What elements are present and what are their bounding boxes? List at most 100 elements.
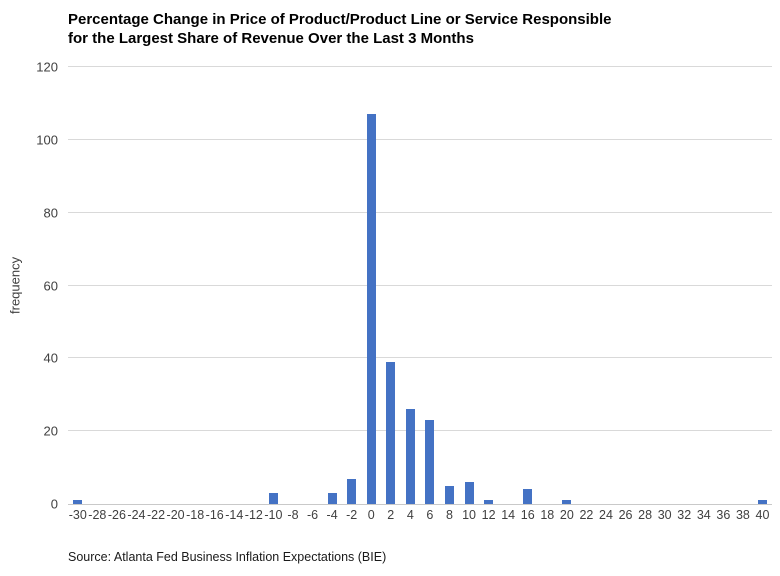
bar-slot [498,67,518,504]
gridline [68,66,772,67]
y-tick-label: 40 [43,350,58,366]
bar-slot [127,67,147,504]
bar-slot [88,67,108,504]
bar-slot [420,67,440,504]
bar [444,485,454,504]
x-tick-label: 24 [599,508,613,522]
bar-slot [459,67,479,504]
bar-slot [107,67,127,504]
y-axis-ticks: 0 20 40 60 80 100 120 [0,61,58,511]
bar-slot [401,67,421,504]
gridline [68,284,772,286]
x-tick-label: -16 [205,508,224,522]
bar-slot [753,67,773,504]
x-tick-label: 38 [735,508,750,522]
bar-slot [518,67,538,504]
bar-slot [146,67,166,504]
bar-slot [303,67,323,504]
x-tick-label: 8 [445,508,453,522]
x-tick-label: -18 [186,508,205,522]
x-tick-label: -8 [287,508,299,522]
bar-slot [225,67,245,504]
x-tick-label: 4 [406,508,414,522]
bar [425,420,435,504]
bar-slot [714,67,734,504]
x-tick-label: 28 [638,508,653,522]
x-tick-label: -22 [146,508,166,522]
gridline [68,211,772,213]
y-tick-label: 100 [36,132,58,148]
x-tick-label: -20 [166,508,185,522]
y-tick-label: 120 [36,59,58,75]
bar-slot [596,67,616,504]
x-tick-label: 12 [481,508,496,522]
x-tick-label: 0 [367,508,375,522]
y-tick-label: 20 [43,423,58,439]
bar [562,500,572,504]
x-tick-label: 26 [618,508,633,522]
bars-row [68,67,772,504]
bar-slot [440,67,460,504]
x-tick-label: -10 [264,508,283,522]
x-tick-label: -30 [68,508,87,522]
bar-slot [733,67,753,504]
x-tick-label: 34 [696,508,711,522]
bar-slot [244,67,264,504]
x-tick-label: -28 [88,508,107,522]
x-tick-label: -4 [326,508,338,522]
bar-slot [557,67,577,504]
x-tick-label: 32 [677,508,692,522]
bar-slot [381,67,401,504]
gridline [68,357,772,359]
plot-area [68,66,772,505]
bar-slot [577,67,597,504]
bar-slot [538,67,558,504]
y-tick-label: 80 [43,205,58,221]
x-tick-label: -12 [244,508,263,522]
bar-slot [322,67,342,504]
chart-title-line-2: for the Largest Share of Revenue Over th… [68,30,474,47]
x-tick-label: 36 [716,508,731,522]
bar-slot [361,67,381,504]
chart-title-line-1: Percentage Change in Price of Product/Pr… [68,11,612,28]
bar-slot [342,67,362,504]
bar [757,500,767,504]
x-tick-label: -6 [306,508,319,522]
bar-slot [185,67,205,504]
bar-slot [655,67,675,504]
x-tick-label: 18 [540,508,555,522]
bar-slot [283,67,303,504]
x-tick-label: 30 [657,508,672,522]
bar [268,493,278,504]
gridline [68,138,772,140]
bar-slot [635,67,655,504]
x-axis-ticks: -30 -28 -26 -24 -22 -20 -18 -16 -14 -12 -10 -8 -6 -4-… [68,509,772,522]
x-tick-label: 14 [501,508,516,522]
bar [366,114,376,504]
gridline [68,430,772,432]
bar-slot [616,67,636,504]
bar [484,500,494,504]
y-tick-label: 60 [43,278,58,293]
bar [73,500,83,504]
bar-slot [674,67,694,504]
x-tick-label: -2 [346,508,358,522]
bar-slot [479,67,499,504]
bar [386,361,396,504]
x-tick-label: 40 [755,508,770,522]
x-tick-label: -26 [107,508,126,522]
x-tick-label: 20 [559,508,574,522]
x-tick-label: -24 [127,508,146,522]
bar-slot [205,67,225,504]
bar-slot [264,67,284,504]
x-tick-label: 22 [579,508,594,522]
x-tick-label: -14 [225,508,244,522]
bar-slot [68,67,88,504]
x-tick-label: 2 [387,508,395,522]
bar [405,409,415,504]
bar-slot [694,67,714,504]
bar [523,489,533,504]
bar [347,478,357,504]
x-tick-label: 10 [462,508,476,522]
